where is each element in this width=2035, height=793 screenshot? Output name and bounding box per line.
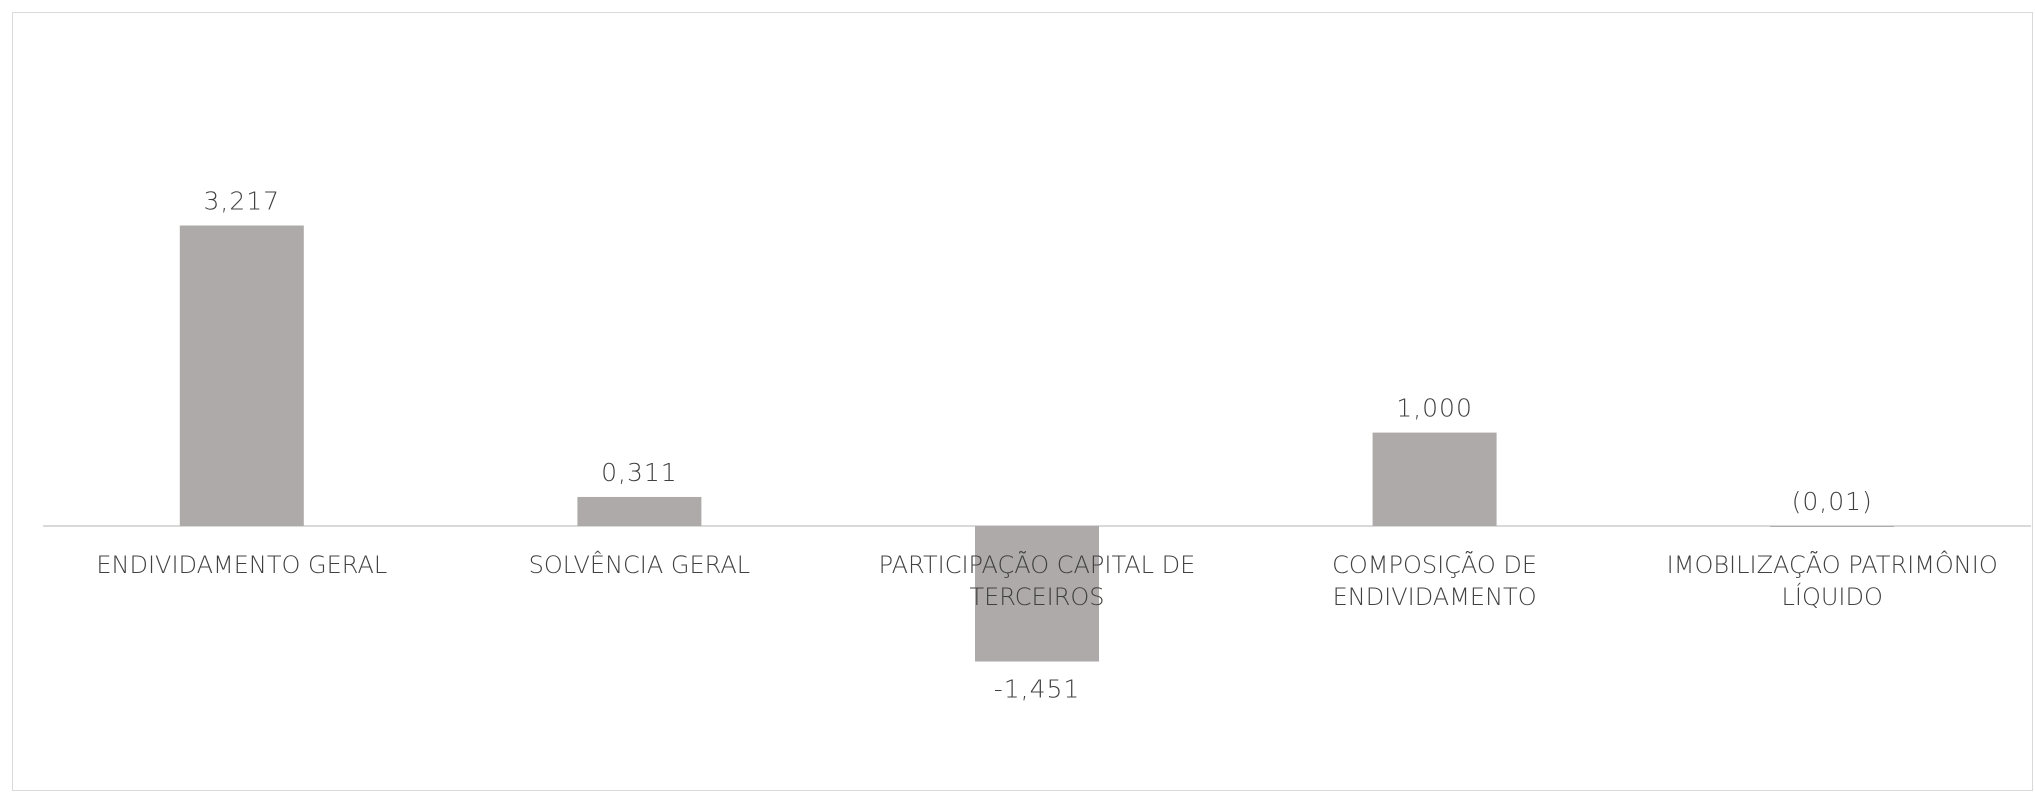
category-label-4-line-0: IMOBILIZAÇÃO PATRIMÔNIO [1667, 549, 1998, 579]
category-label-2-line-1: TERCEIROS [969, 583, 1104, 611]
data-label-2: -1,451 [994, 675, 1081, 704]
category-label-1-line-0: SOLVÊNCIA GERAL [529, 550, 751, 579]
category-label-0-line-0: ENDIVIDAMENTO GERAL [96, 551, 387, 579]
category-label-2-line-0: PARTICIPAÇÃO CAPITAL DE [879, 550, 1196, 579]
data-label-1: 0,311 [601, 458, 678, 487]
category-label-3-line-0: COMPOSIÇÃO DE [1332, 550, 1537, 579]
data-label-0: 3,217 [204, 187, 281, 216]
category-label-4-line-1: LÍQUIDO [1782, 582, 1883, 611]
bar-3 [1372, 432, 1497, 526]
bar-0 [179, 225, 304, 526]
data-label-4: (0,01) [1792, 487, 1873, 516]
chart-area: 3,217 ENDIVIDAMENTO GERAL 0,311 SOLVÊNCIA G… [12, 12, 2033, 791]
data-label-3: 1,000 [1396, 394, 1473, 423]
bar-2 [975, 526, 1099, 662]
bar-1 [577, 496, 702, 526]
category-label-3-line-1: ENDIVIDAMENTO [1333, 583, 1537, 611]
bar-chart: 3,217 ENDIVIDAMENTO GERAL 0,311 SOLVÊNCIA G… [43, 187, 2031, 704]
bar-4 [1770, 526, 1895, 527]
